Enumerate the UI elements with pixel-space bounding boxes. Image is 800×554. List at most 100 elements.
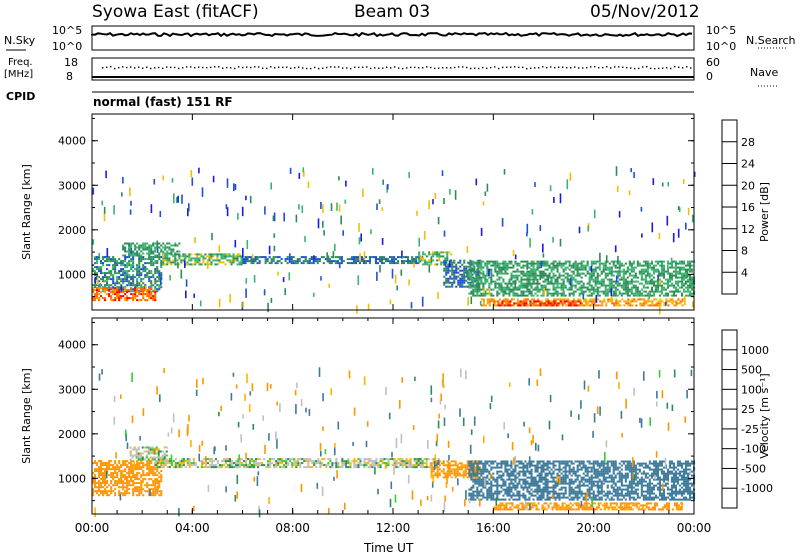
range-cell bbox=[547, 302, 550, 305]
range-cell bbox=[351, 460, 354, 463]
range-cell bbox=[480, 276, 483, 279]
range-cell bbox=[352, 256, 355, 259]
range-cell bbox=[504, 468, 507, 471]
range-cell bbox=[208, 466, 211, 469]
range-cell bbox=[568, 274, 571, 277]
range-cell bbox=[632, 268, 635, 271]
scatter-cell bbox=[253, 275, 256, 283]
range-cell bbox=[252, 258, 255, 261]
range-cell bbox=[442, 472, 445, 475]
range-cell bbox=[478, 262, 481, 265]
range-cell bbox=[146, 274, 149, 277]
range-cell bbox=[151, 458, 154, 461]
range-cell bbox=[453, 261, 456, 264]
range-cell bbox=[476, 262, 479, 265]
range-cell bbox=[268, 262, 271, 265]
range-cell bbox=[563, 298, 566, 301]
range-cell bbox=[112, 286, 115, 289]
range-cell bbox=[518, 494, 521, 497]
range-cell bbox=[143, 446, 146, 449]
range-cell bbox=[478, 466, 481, 469]
range-cell bbox=[567, 298, 570, 301]
range-cell bbox=[501, 302, 504, 305]
range-cell bbox=[411, 262, 414, 265]
range-cell bbox=[383, 262, 386, 265]
range-cell bbox=[454, 474, 457, 477]
range-cell bbox=[124, 260, 127, 263]
range-cell bbox=[126, 270, 129, 273]
range-cell bbox=[363, 464, 366, 467]
range-cell bbox=[363, 462, 366, 465]
range-cell bbox=[522, 482, 525, 485]
range-cell bbox=[231, 462, 234, 465]
scatter-cell bbox=[327, 255, 330, 263]
range-cell bbox=[96, 486, 99, 489]
scatter-cell bbox=[483, 287, 486, 294]
range-cell bbox=[222, 253, 225, 256]
freq-dot bbox=[570, 67, 572, 69]
range-cell bbox=[604, 268, 607, 271]
range-cell bbox=[514, 276, 517, 279]
range-cell bbox=[658, 260, 661, 263]
scatter-cell bbox=[542, 253, 545, 258]
range-cell bbox=[636, 290, 639, 293]
range-cell bbox=[533, 298, 536, 301]
range-cell bbox=[492, 288, 495, 291]
range-cell bbox=[158, 466, 161, 469]
range-cell bbox=[419, 464, 422, 467]
range-cell bbox=[319, 460, 322, 463]
range-cell bbox=[486, 492, 489, 495]
range-cell bbox=[170, 250, 173, 253]
range-cell bbox=[112, 474, 115, 477]
range-cell bbox=[560, 282, 563, 285]
range-cell bbox=[353, 458, 356, 461]
range-cell bbox=[140, 258, 143, 261]
range-cell bbox=[649, 304, 652, 307]
range-cell bbox=[494, 492, 497, 495]
range-cell bbox=[381, 458, 384, 461]
range-cell bbox=[317, 460, 320, 463]
range-cell bbox=[536, 474, 539, 477]
scatter-cell bbox=[684, 295, 686, 306]
range-cell bbox=[108, 258, 111, 261]
freq-dot bbox=[234, 67, 236, 70]
scatter-cell bbox=[320, 201, 322, 209]
range-cell bbox=[146, 484, 149, 487]
range-cell bbox=[612, 280, 615, 283]
range-cell bbox=[506, 490, 509, 493]
range-cell bbox=[401, 462, 404, 465]
range-cell bbox=[476, 482, 479, 485]
range-cell bbox=[520, 460, 523, 463]
range-cell bbox=[592, 274, 595, 277]
range-cell bbox=[685, 274, 688, 277]
range-cell bbox=[359, 458, 362, 461]
range-cell bbox=[122, 244, 125, 247]
range-cell bbox=[341, 466, 344, 469]
range-cell bbox=[689, 266, 692, 269]
range-cell bbox=[192, 460, 195, 463]
range-cell bbox=[454, 462, 457, 465]
range-cell bbox=[586, 272, 589, 275]
range-cell bbox=[232, 255, 235, 258]
range-cell bbox=[604, 260, 607, 263]
range-cell bbox=[496, 262, 499, 265]
range-cell bbox=[476, 294, 479, 297]
range-cell bbox=[140, 299, 143, 302]
range-cell bbox=[518, 284, 521, 287]
range-cell bbox=[490, 292, 493, 295]
range-cell bbox=[160, 262, 163, 265]
range-cell bbox=[553, 300, 556, 303]
range-cell bbox=[110, 297, 113, 300]
range-cell bbox=[510, 496, 513, 499]
range-cell bbox=[403, 262, 406, 265]
range-cell bbox=[530, 260, 533, 263]
range-cell bbox=[675, 304, 678, 307]
range-cell bbox=[504, 282, 507, 285]
range-cell bbox=[124, 492, 127, 495]
range-cell bbox=[112, 280, 115, 283]
range-cell bbox=[94, 262, 97, 265]
range-cell bbox=[356, 256, 359, 259]
range-cell bbox=[405, 458, 408, 461]
range-cell bbox=[144, 484, 147, 487]
range-cell bbox=[480, 288, 483, 291]
